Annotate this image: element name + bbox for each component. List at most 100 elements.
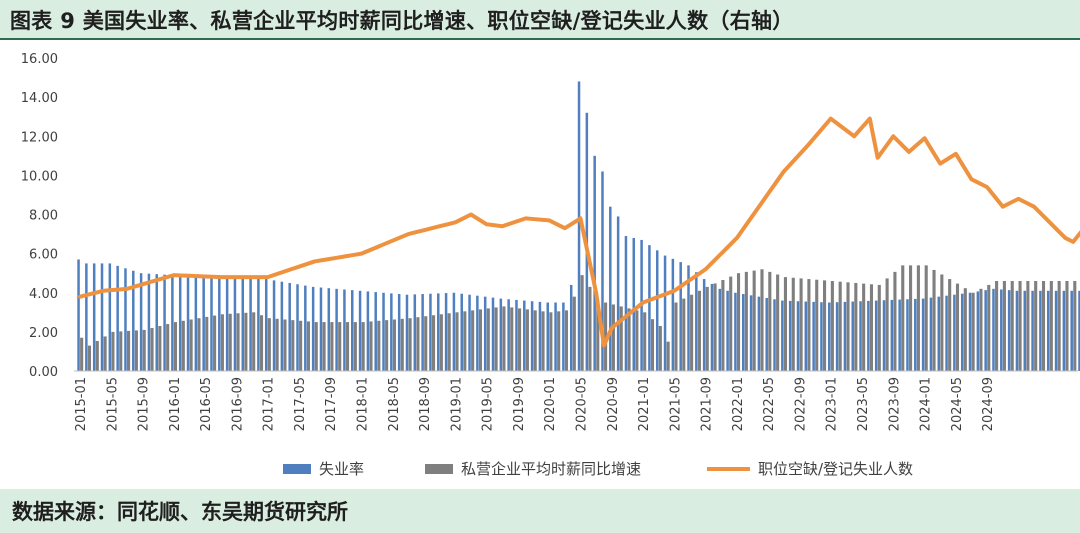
- y-tick-label: 10.00: [21, 169, 58, 184]
- unemployment-bar: [992, 288, 995, 371]
- x-tick-label: 2024-05: [950, 377, 965, 431]
- wage-growth-bar: [846, 282, 850, 371]
- unemployment-bar: [593, 155, 596, 371]
- unemployment-bar: [444, 293, 448, 371]
- unemployment-bar: [695, 272, 698, 371]
- unemployment-bar: [937, 296, 940, 371]
- wage-growth-bar: [361, 322, 365, 371]
- wage-growth-bar: [666, 341, 670, 371]
- unemployment-bar: [1023, 290, 1027, 371]
- unemployment-bar: [828, 302, 831, 371]
- legend-label-ratio: 职位空缺/登记失业人数: [758, 460, 913, 478]
- unemployment-bar: [749, 295, 753, 371]
- unemployment-bar: [132, 270, 135, 371]
- unemployment-bar: [1015, 290, 1019, 371]
- y-tick-label: 8.00: [29, 209, 58, 224]
- unemployment-bar: [343, 289, 346, 371]
- wage-growth-bar: [447, 313, 451, 371]
- x-tick-label: 2016-01: [168, 377, 183, 431]
- unemployment-bar: [452, 292, 456, 371]
- wage-growth-bar: [1049, 281, 1053, 371]
- unemployment-bar: [616, 216, 620, 371]
- y-tick-label: 6.00: [29, 248, 58, 263]
- unemployment-bar: [405, 294, 409, 371]
- wage-growth-bar: [173, 322, 178, 371]
- x-tick-label: 2017-09: [324, 377, 339, 431]
- unemployment-bar: [984, 290, 987, 371]
- wage-growth-bar: [736, 273, 741, 371]
- unemployment-bar: [194, 275, 198, 371]
- wage-growth-bar: [455, 312, 459, 371]
- x-tick-label: 2024-01: [919, 377, 934, 431]
- wage-growth-bar: [604, 302, 608, 371]
- wage-growth-bar: [322, 322, 326, 371]
- unemployment-bar: [874, 300, 878, 371]
- wage-growth-bar: [259, 315, 264, 371]
- unemployment-bar: [358, 290, 362, 371]
- wage-growth-bar: [314, 322, 318, 371]
- wage-growth-bar: [439, 314, 443, 371]
- ratio-series-line: [78, 116, 1080, 348]
- x-tick-label: 2023-05: [856, 377, 871, 431]
- unemployment-bar: [382, 292, 385, 371]
- wage-growth-bar: [283, 319, 287, 371]
- wage-growth-bar: [697, 290, 701, 371]
- x-tick-label: 2018-05: [387, 377, 402, 431]
- x-tick-label: 2019-09: [512, 377, 527, 431]
- unemployment-bar: [218, 275, 221, 371]
- wage-growth-bar: [823, 280, 827, 371]
- unemployment-bar: [1039, 290, 1042, 371]
- unemployment-bar: [671, 258, 675, 371]
- wage-growth-bar: [862, 283, 866, 371]
- wage-growth-bar: [572, 296, 576, 371]
- wage-growth-bar: [236, 313, 240, 371]
- y-tick-label: 4.00: [29, 287, 58, 302]
- wage-growth-bar: [150, 327, 154, 371]
- y-tick-label: 0.00: [29, 365, 58, 380]
- unemployment-bar: [468, 294, 471, 371]
- x-tick-label: 2018-01: [356, 377, 371, 431]
- unemployment-bar: [781, 300, 784, 371]
- wage-growth-bar: [213, 315, 217, 371]
- unemployment-bar: [77, 259, 80, 371]
- wage-growth-bar: [588, 286, 592, 371]
- wage-growth-bar: [909, 265, 913, 371]
- wage-growth-bar: [869, 284, 874, 371]
- wage-growth-bar: [1065, 281, 1069, 371]
- x-tick-label: 2021-01: [637, 377, 652, 431]
- wage-growth-bar: [791, 277, 795, 371]
- unemployment-bar: [499, 298, 503, 371]
- unemployment-bar: [429, 293, 432, 371]
- unemployment-bar: [960, 293, 964, 371]
- unemployment-bar: [288, 282, 291, 371]
- unemployment-bar: [327, 288, 331, 371]
- unemployment-bar: [264, 279, 268, 371]
- wage-growth-bar: [353, 322, 357, 371]
- unemployment-bar: [835, 302, 839, 371]
- x-tick-label: 2022-09: [793, 377, 808, 431]
- wage-growth-bar: [291, 320, 295, 371]
- title-bar: [0, 0, 1080, 40]
- wage-growth-bar: [1034, 281, 1038, 371]
- unemployment-bar: [765, 297, 768, 371]
- wage-growth-bar: [416, 317, 420, 371]
- wage-growth-bar: [768, 271, 772, 371]
- unemployment-bar: [687, 265, 690, 371]
- x-tick-label: 2015-01: [74, 377, 89, 431]
- unemployment-bar: [92, 263, 96, 371]
- unemployment-bar: [788, 300, 792, 371]
- unemployment-bar: [929, 297, 933, 371]
- wage-growth-bar: [932, 269, 936, 371]
- wage-growth-bar: [916, 265, 920, 371]
- wage-growth-bar: [189, 319, 193, 371]
- wage-growth-bar: [557, 311, 561, 371]
- x-tick-label: 2016-09: [230, 377, 245, 431]
- wage-growth-bar: [979, 288, 983, 371]
- unemployment-bar: [624, 236, 628, 371]
- x-tick-label: 2015-09: [137, 377, 152, 431]
- wage-growth-bar: [611, 304, 615, 371]
- unemployment-bar: [272, 280, 276, 371]
- unemployment-bar: [530, 301, 534, 371]
- unemployment-bar: [546, 302, 549, 371]
